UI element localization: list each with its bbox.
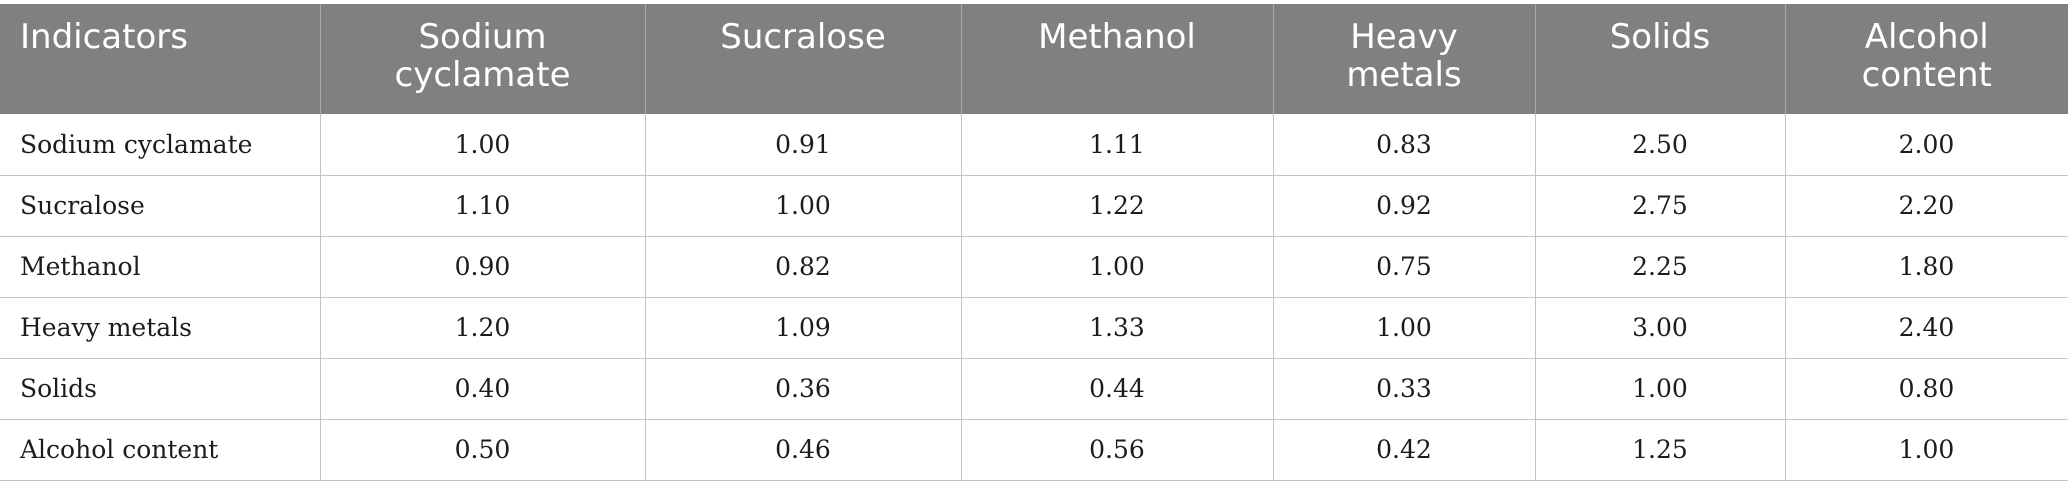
table-row: Heavy metals 1.20 1.09 1.33 1.00 3.00 2.… (0, 297, 2068, 359)
table-cell: 0.75 (1272, 236, 1535, 298)
table-row: Methanol 0.90 0.82 1.00 0.75 2.25 1.80 (0, 236, 2068, 298)
table-cell: 2.50 (1534, 114, 1785, 176)
table-cell: 2.00 (1784, 114, 2068, 176)
table-cell: 0.90 (319, 236, 645, 298)
table-row: Sucralose 1.10 1.00 1.22 0.92 2.75 2.20 (0, 175, 2068, 237)
table-cell: 0.92 (1272, 175, 1535, 237)
table-row: Alcohol content 0.50 0.46 0.56 0.42 1.25… (0, 419, 2068, 481)
table-body: Sodium cyclamate 1.00 0.91 1.11 0.83 2.5… (0, 114, 2068, 481)
table-cell: 0.46 (644, 419, 961, 481)
table-cell: 0.50 (319, 419, 645, 481)
column-header-sucralose: Sucralose (644, 4, 961, 114)
row-label: Alcohol content (0, 419, 320, 481)
table-cell: 1.33 (960, 297, 1273, 359)
row-label: Methanol (0, 236, 320, 298)
table-cell: 1.00 (1784, 419, 2068, 481)
table-cell: 2.75 (1534, 175, 1785, 237)
table-cell: 1.80 (1784, 236, 2068, 298)
column-header-alcohol-content: Alcohol content (1784, 4, 2068, 114)
table-cell: 1.09 (644, 297, 961, 359)
table-cell: 1.00 (644, 175, 961, 237)
table-cell: 1.00 (319, 114, 645, 176)
table-cell: 3.00 (1534, 297, 1785, 359)
table-cell: 1.11 (960, 114, 1273, 176)
table-cell: 2.40 (1784, 297, 2068, 359)
column-header-heavy-metals: Heavy metals (1272, 4, 1535, 114)
header-row: Indicators Sodium cyclamate Sucralose Me… (0, 4, 2068, 114)
table-cell: 1.10 (319, 175, 645, 237)
row-label: Solids (0, 358, 320, 420)
table-cell: 0.80 (1784, 358, 2068, 420)
table-cell: 0.36 (644, 358, 961, 420)
table-row: Sodium cyclamate 1.00 0.91 1.11 0.83 2.5… (0, 114, 2068, 176)
table-cell: 0.33 (1272, 358, 1535, 420)
table-cell: 1.22 (960, 175, 1273, 237)
table-cell: 1.00 (1534, 358, 1785, 420)
table-cell: 0.42 (1272, 419, 1535, 481)
column-header-methanol: Methanol (960, 4, 1273, 114)
pairwise-comparison-table: Indicators Sodium cyclamate Sucralose Me… (0, 4, 2068, 481)
row-label: Sucralose (0, 175, 320, 237)
table-row: Solids 0.40 0.36 0.44 0.33 1.00 0.80 (0, 358, 2068, 420)
table-cell: 1.20 (319, 297, 645, 359)
table-cell: 0.56 (960, 419, 1273, 481)
table-cell: 1.25 (1534, 419, 1785, 481)
table-cell: 2.20 (1784, 175, 2068, 237)
table-cell: 0.83 (1272, 114, 1535, 176)
table-header: Indicators Sodium cyclamate Sucralose Me… (0, 4, 2068, 114)
table-cell: 0.82 (644, 236, 961, 298)
row-label: Heavy metals (0, 297, 320, 359)
column-header-sodium-cyclamate: Sodium cyclamate (319, 4, 645, 114)
column-header-solids: Solids (1534, 4, 1785, 114)
table-cell: 0.40 (319, 358, 645, 420)
table-cell: 1.00 (1272, 297, 1535, 359)
table-cell: 2.25 (1534, 236, 1785, 298)
table-cell: 1.00 (960, 236, 1273, 298)
row-label: Sodium cyclamate (0, 114, 320, 176)
column-header-indicators: Indicators (20, 17, 188, 57)
table-cell: 0.91 (644, 114, 961, 176)
table-cell: 0.44 (960, 358, 1273, 420)
